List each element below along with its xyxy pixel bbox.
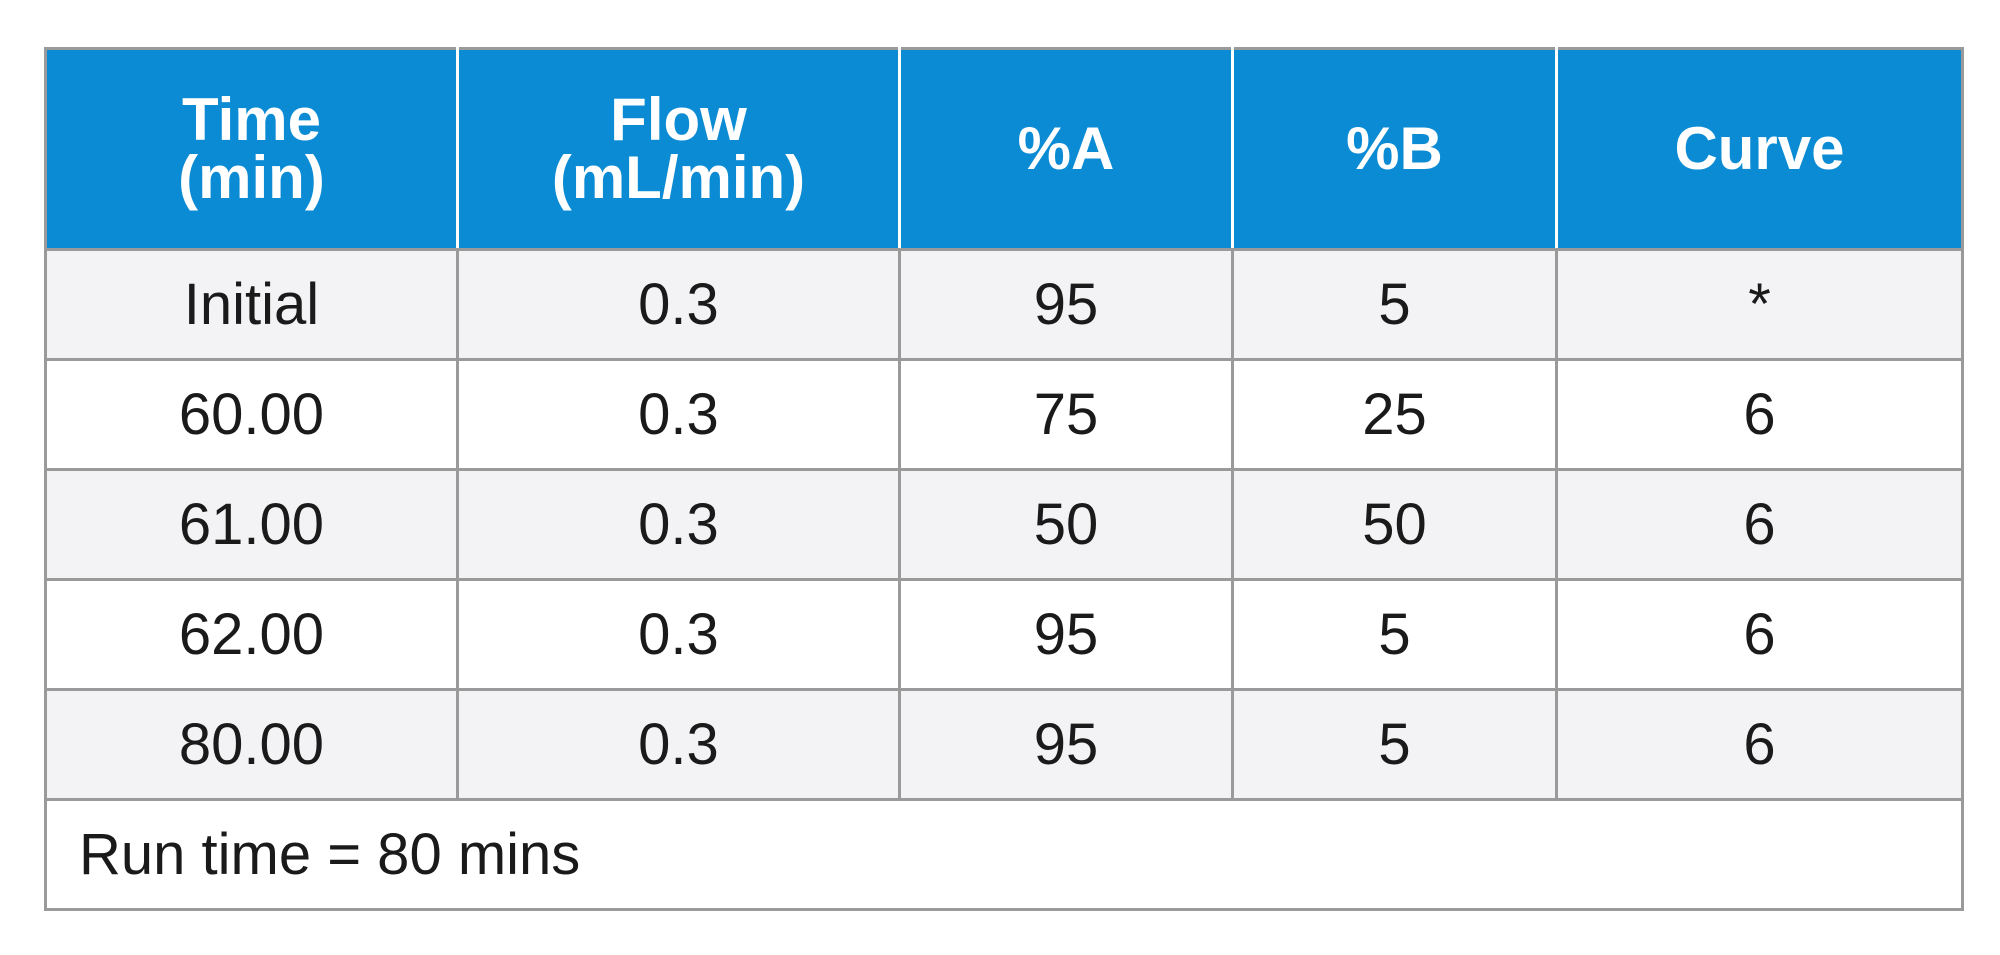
table-row: 80.00 0.3 95 5 6 (44, 688, 1964, 801)
header-time: Time (min) (44, 47, 459, 251)
header-time-label: Time (182, 86, 321, 153)
cell-percent-b: 50 (1231, 468, 1558, 581)
run-time-note: Run time = 80 mins (44, 798, 1964, 911)
table-header: Time (min) Flow (mL/min) %A %B Curve (44, 47, 1964, 251)
header-flow: Flow (mL/min) (456, 47, 901, 251)
cell-curve: * (1555, 248, 1964, 361)
header-curve-label: Curve (1674, 115, 1845, 182)
cell-flow: 0.3 (456, 468, 901, 581)
cell-flow: 0.3 (456, 688, 901, 801)
cell-flow: 0.3 (456, 358, 901, 471)
header-flow-label: Flow (610, 86, 747, 153)
cell-time: 61.00 (44, 468, 459, 581)
cell-flow: 0.3 (456, 578, 901, 691)
header-percent-a-label: %A (1017, 115, 1115, 182)
cell-percent-b: 5 (1231, 578, 1558, 691)
cell-time: 62.00 (44, 578, 459, 691)
header-flow-unit: (mL/min) (551, 144, 806, 211)
header-percent-a: %A (898, 47, 1234, 251)
cell-flow: 0.3 (456, 248, 901, 361)
cell-curve: 6 (1555, 688, 1964, 801)
cell-time: 80.00 (44, 688, 459, 801)
cell-curve: 6 (1555, 468, 1964, 581)
table-row: 61.00 0.3 50 50 6 (44, 468, 1964, 581)
cell-percent-a: 95 (898, 248, 1234, 361)
gradient-table: Time (min) Flow (mL/min) %A %B Curve (44, 47, 1964, 911)
cell-percent-a: 75 (898, 358, 1234, 471)
header-time-unit: (min) (178, 144, 325, 211)
table-row: 62.00 0.3 95 5 6 (44, 578, 1964, 691)
cell-time: Initial (44, 248, 459, 361)
cell-percent-b: 25 (1231, 358, 1558, 471)
cell-time: 60.00 (44, 358, 459, 471)
table-footer: Run time = 80 mins (44, 798, 1964, 911)
table-row: Initial 0.3 95 5 * (44, 248, 1964, 361)
cell-percent-b: 5 (1231, 248, 1558, 361)
cell-percent-a: 50 (898, 468, 1234, 581)
cell-curve: 6 (1555, 358, 1964, 471)
cell-percent-b: 5 (1231, 688, 1558, 801)
header-row: Time (min) Flow (mL/min) %A %B Curve (44, 47, 1964, 251)
footer-row: Run time = 80 mins (44, 798, 1964, 911)
gradient-table-container: Time (min) Flow (mL/min) %A %B Curve (44, 47, 1964, 911)
table-body: Initial 0.3 95 5 * 60.00 0.3 75 25 6 61.… (44, 248, 1964, 801)
header-curve: Curve (1555, 47, 1964, 251)
header-percent-b-label: %B (1346, 115, 1443, 182)
cell-percent-a: 95 (898, 688, 1234, 801)
cell-curve: 6 (1555, 578, 1964, 691)
header-percent-b: %B (1231, 47, 1558, 251)
cell-percent-a: 95 (898, 578, 1234, 691)
table-row: 60.00 0.3 75 25 6 (44, 358, 1964, 471)
